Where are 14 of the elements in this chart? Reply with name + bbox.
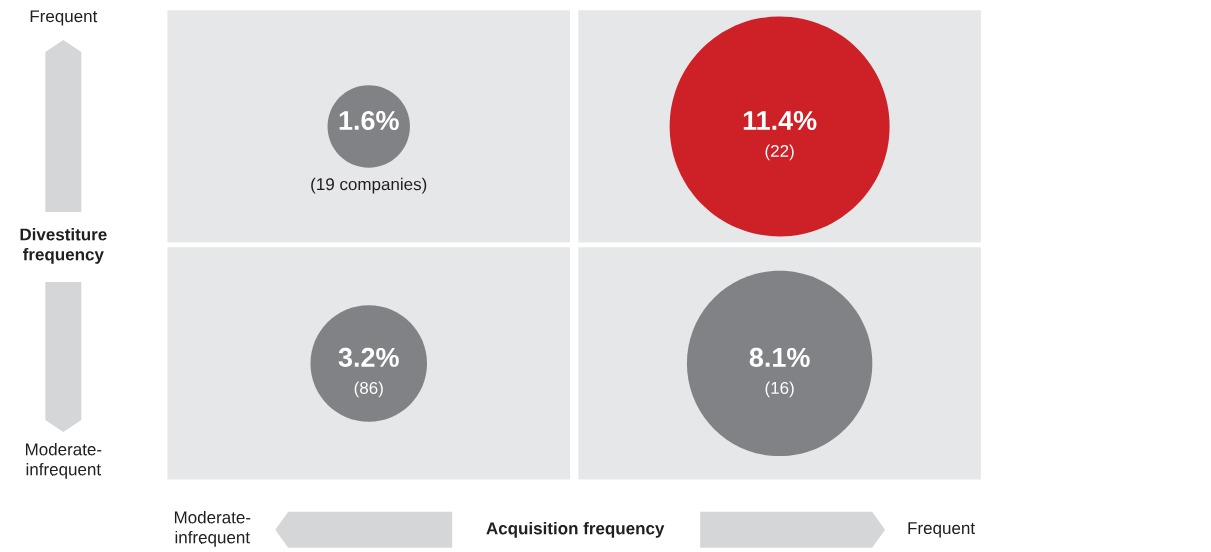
text: Divestiture frequency bbox=[20, 228, 107, 264]
data-label: 3.2% bbox=[338, 347, 399, 368]
text: (22) bbox=[765, 144, 794, 161]
data-label: 8.1% bbox=[749, 347, 810, 368]
text: (19 companies) bbox=[311, 177, 427, 194]
text: (16) bbox=[765, 381, 794, 398]
data-label: 1.6% bbox=[339, 110, 399, 131]
text: (86) bbox=[354, 381, 383, 398]
data-label: 11.4% bbox=[743, 111, 817, 131]
text: Acquisition frequency bbox=[486, 522, 665, 538]
category-label: Moderate-infrequent bbox=[174, 511, 251, 547]
category-label: Frequent bbox=[908, 522, 975, 538]
category-label: Frequent bbox=[30, 10, 98, 26]
category-label: Moderate-infrequent bbox=[25, 443, 102, 479]
